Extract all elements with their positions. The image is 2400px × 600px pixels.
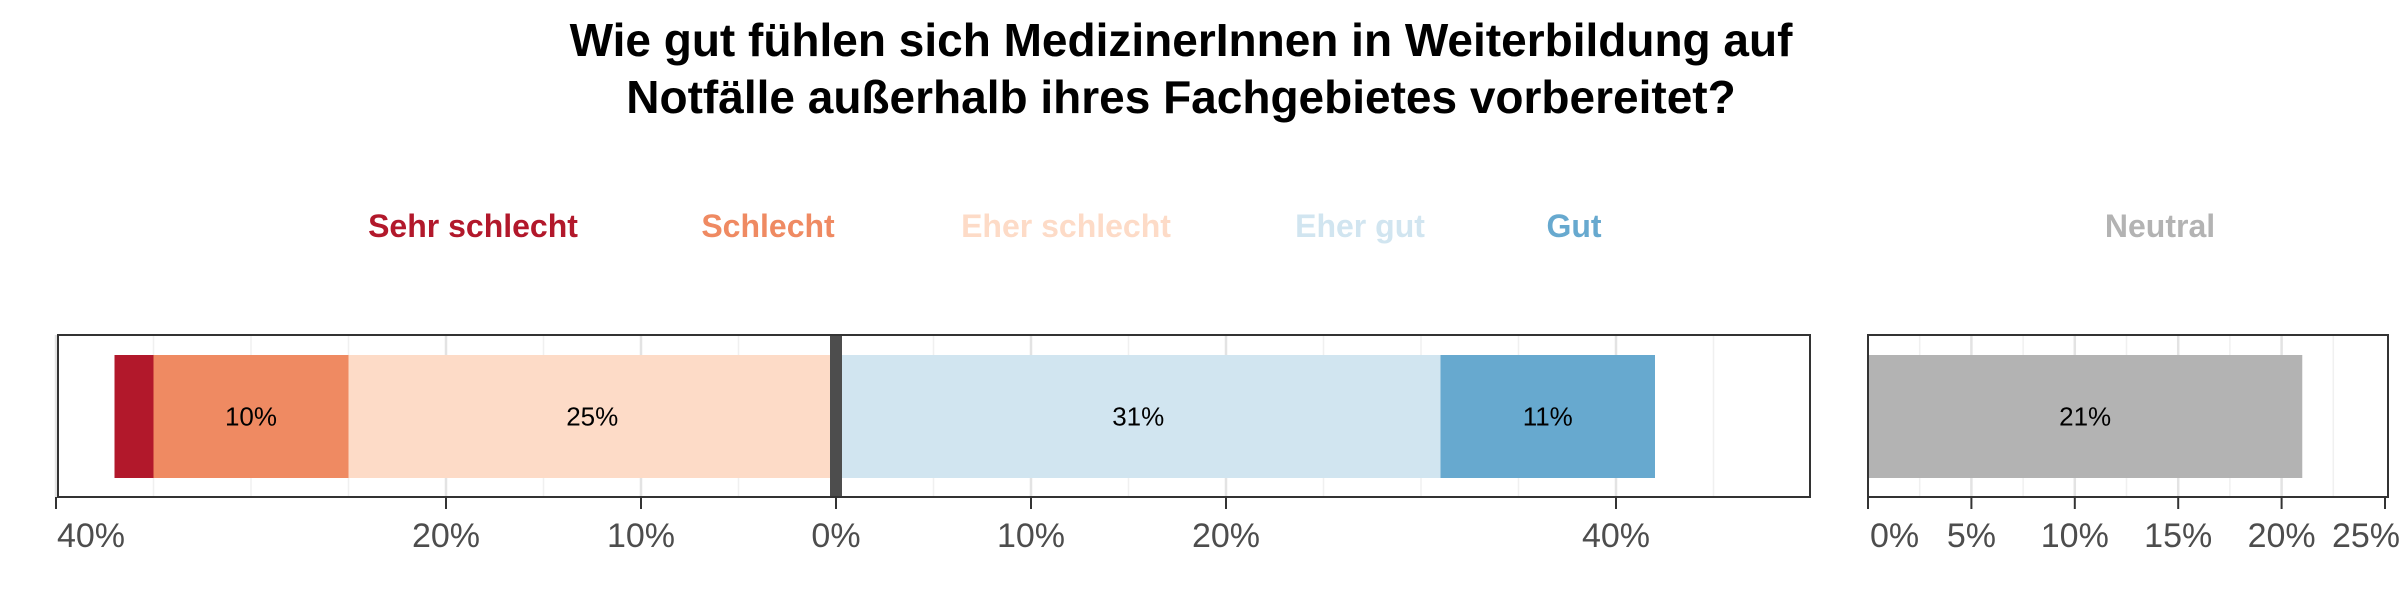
- neutral-panel: 21% 0% 5% 10% 15% 20% 25%: [1867, 334, 2400, 555]
- x-tick-label: 5%: [1947, 517, 1996, 555]
- data-label-gut: 11%: [1523, 402, 1573, 432]
- x-tick-label: 25%: [2332, 517, 2400, 555]
- legend-entry-gut: Gut: [1546, 208, 1601, 244]
- bar-neutral: [1868, 355, 2303, 478]
- panel-border: [57, 334, 1811, 498]
- x-tick-label: 20%: [1192, 517, 1260, 555]
- bar-eher-gut: [836, 355, 1441, 478]
- legend-entry-neutral: Neutral: [2105, 208, 2215, 244]
- x-tick-label: 10%: [607, 517, 675, 555]
- x-tick-label: 0%: [1870, 517, 1919, 555]
- chart-title-line-2: Notfälle außerhalb ihres Fachgebietes vo…: [626, 71, 1736, 123]
- legend-entry-schlecht: Schlecht: [701, 208, 835, 244]
- x-tick-label: 10%: [997, 517, 1065, 555]
- legend-entry-sehr-schlecht: Sehr schlecht: [368, 208, 578, 244]
- data-label-schlecht: 10%: [225, 402, 277, 432]
- main-panel: 25% 10% 31% 11% 40% 20% 10% 0% 10% 20% 40%: [54, 334, 1811, 555]
- panel-border: [1867, 334, 2389, 498]
- data-label-eher-gut: 31%: [1112, 402, 1164, 432]
- data-label-eher-schlecht: 25%: [566, 402, 618, 432]
- legend-entry-eher-schlecht: Eher schlecht: [961, 208, 1171, 244]
- chart-title: Wie gut fühlen sich MedizinerInnen in We…: [0, 12, 2362, 126]
- zero-line: [830, 335, 842, 497]
- x-tick-label: 20%: [2248, 517, 2316, 555]
- data-label-neutral: 21%: [2059, 402, 2111, 432]
- chart-title-line-1: Wie gut fühlen sich MedizinerInnen in We…: [569, 14, 1793, 66]
- legend: Sehr schlecht Schlecht Eher schlecht Eher g…: [368, 208, 2215, 244]
- x-tick-label: 40%: [57, 517, 125, 555]
- bar-sehr-schlecht: [114, 355, 154, 478]
- bar-schlecht: [153, 355, 349, 478]
- x-tick-label: 15%: [2144, 517, 2212, 555]
- legend-entry-eher-gut: Eher gut: [1295, 208, 1425, 244]
- bar-gut: [1440, 355, 1655, 478]
- bar-eher-schlecht: [348, 355, 836, 478]
- x-tick-label: 40%: [1582, 517, 1650, 555]
- x-tick-label: 0%: [811, 517, 860, 555]
- x-tick-label: 20%: [412, 517, 480, 555]
- x-tick-label: 10%: [2041, 517, 2109, 555]
